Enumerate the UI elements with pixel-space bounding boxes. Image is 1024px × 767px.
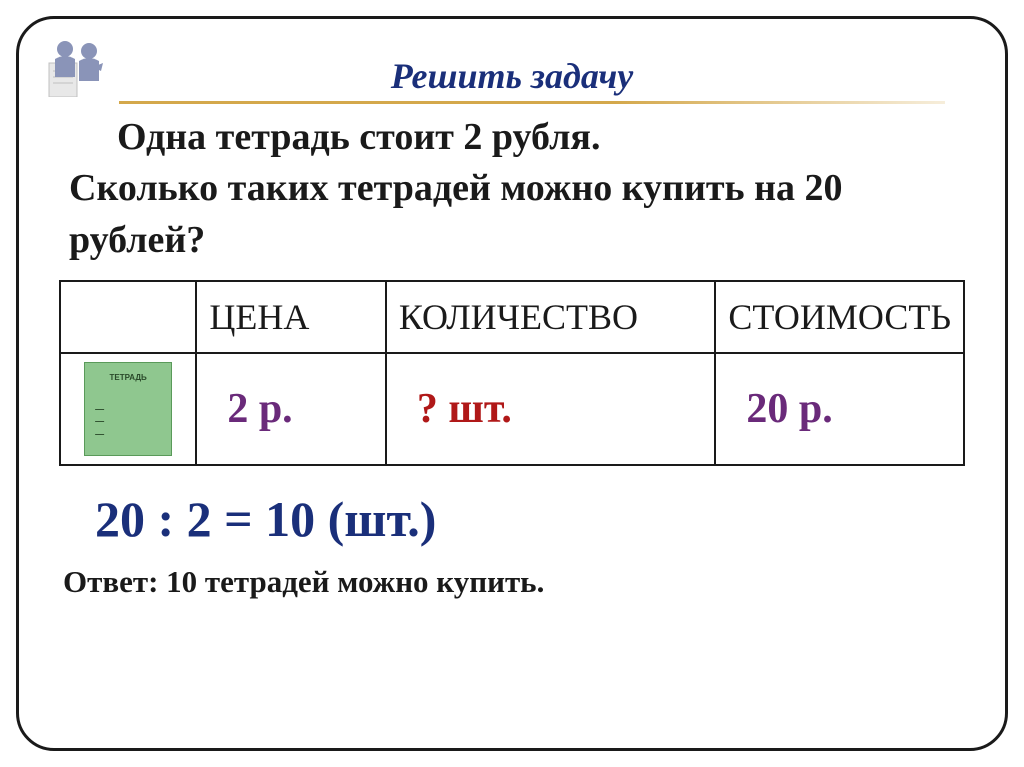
solution-equation: 20 : 2 = 10 (шт.) (95, 490, 965, 548)
cell-price: 2 р. (196, 353, 386, 465)
slide-title: Решить задачу (59, 51, 965, 97)
answer-text: Ответ: 10 тетрадей можно купить. (63, 564, 965, 600)
cell-cost: 20 р. (715, 353, 964, 465)
table-header-row: ЦЕНА КОЛИЧЕСТВО СТОИМОСТЬ (60, 281, 964, 353)
table-data-row: 2 р. ? шт. 20 р. (60, 353, 964, 465)
price-value: 2 р. (227, 386, 292, 432)
data-table: ЦЕНА КОЛИЧЕСТВО СТОИМОСТЬ 2 р. ? шт. 20 … (59, 280, 965, 466)
problem-statement: Одна тетрадь стоит 2 рубля. Сколько таки… (59, 112, 965, 266)
cell-notebook-icon (60, 353, 196, 465)
problem-line-1: Одна тетрадь стоит 2 рубля. (117, 112, 965, 163)
title-divider (119, 101, 945, 104)
cell-quantity: ? шт. (386, 353, 715, 465)
col-header-icon (60, 281, 196, 353)
col-header-cost: СТОИМОСТЬ (715, 281, 964, 353)
people-discussion-icon (43, 37, 113, 97)
col-header-price: ЦЕНА (196, 281, 386, 353)
problem-line-2: Сколько таких тетрадей можно купить на 2… (69, 163, 965, 266)
cost-value: 20 р. (746, 386, 832, 432)
header-row: Решить задачу (59, 51, 965, 97)
notebook-icon (84, 362, 172, 456)
col-header-quantity: КОЛИЧЕСТВО (386, 281, 715, 353)
slide-frame: Решить задачу Одна тетрадь стоит 2 рубля… (16, 16, 1008, 751)
quantity-value: ? шт. (417, 386, 512, 432)
